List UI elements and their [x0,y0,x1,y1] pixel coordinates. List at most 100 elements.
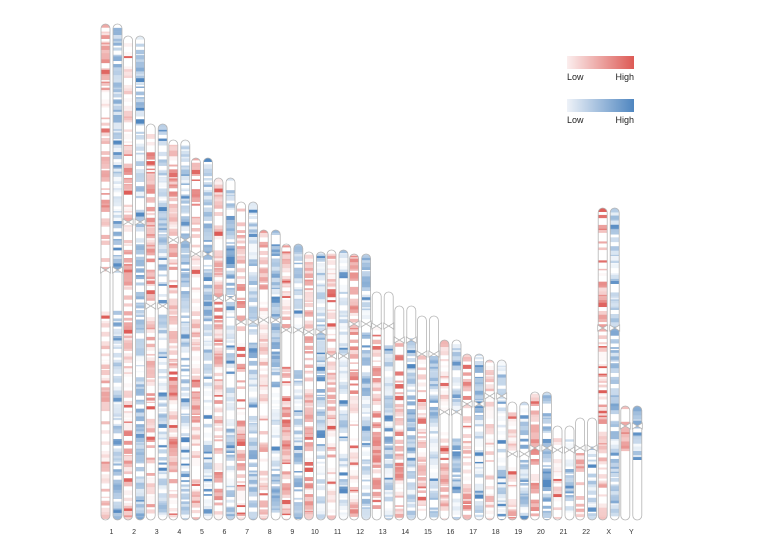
chromosome-pair-16: 16 [439,339,462,536]
centromere-9-red [280,326,292,334]
chromosome-Y-blue-track [632,406,642,520]
chromosome-13-blue-outline [383,291,394,521]
chromosome-10-blue-track [316,252,326,520]
chromosome-16-blue-track [452,340,461,520]
centromere-18-red [484,392,496,400]
chromosome-9-blue-outline [293,243,304,521]
chromosome-5-blue-outline [203,157,213,521]
chromosome-pair-3: 3 [145,123,169,536]
chromosome-1-blue-track [113,24,122,520]
legend-blue-track: Low High [567,99,634,125]
chromosome-label-17: 17 [469,529,477,536]
centromere-3-blue [157,302,169,310]
chromosome-20-blue-outline [542,391,552,521]
centromere-16-red [439,408,450,416]
chromosome-19-red-outline [507,401,518,521]
chromosome-pair-1: 1 [100,23,123,536]
chromosome-20-red-track [530,392,540,520]
legend-red-track: Low High [567,56,634,82]
chromosome-6-blue-outline [225,177,236,521]
chromosome-label-7: 7 [245,529,249,536]
chromosome-label-22: 22 [582,529,590,536]
chromosome-15-blue-track [429,316,439,520]
chromosome-X-red-outline [597,207,608,521]
chromosome-pair-5: 5 [190,157,214,536]
chromosome-5-red-track [191,158,201,520]
centromere-20-red [529,444,541,452]
chromosome-14-blue-track [406,306,416,520]
chromosome-12-blue-outline [361,253,371,521]
centromere-18-blue [496,392,508,400]
chromosome-label-21: 21 [560,529,568,536]
chromosome-pair-20: 20 [529,391,553,536]
chromosome-Y-blue-outline [632,405,643,521]
legend-red-high-label: High [615,72,634,82]
chromosome-pair-19: 19 [506,401,530,536]
chromosome-12-red-outline [349,253,359,521]
chromosome-8-red-track [259,230,269,520]
chromosome-label-5: 5 [200,529,204,536]
centromere-14-red [393,336,405,344]
chromosome-15-red-outline [417,315,427,521]
chromosome-X-blue-outline [609,207,620,521]
chromosome-pair-7: 7 [235,201,259,536]
centromere-Y-red [619,422,631,430]
chromosome-label-15: 15 [424,529,432,536]
chromosome-pair-9: 9 [280,243,304,536]
centromere-21-red [552,446,563,454]
centromere-5-blue [202,250,214,258]
chromosome-21-blue-track [565,426,574,520]
centromere-10-blue [315,328,327,336]
chromosome-4-blue-outline [180,139,191,521]
chromosome-3-red-track [146,124,156,520]
chromosome-label-4: 4 [177,529,181,536]
chromosome-label-6: 6 [223,529,227,536]
chromosome-pair-11: 11 [326,249,349,536]
centromere-15-blue [428,350,440,358]
chromosome-17-red-track [462,354,472,520]
centromere-12-blue [360,320,372,328]
centromere-7-blue [247,318,259,326]
chromosome-3-blue-track [158,124,168,520]
centromere-20-blue [541,444,553,452]
chromosome-pair-10: 10 [303,251,327,536]
chromosome-label-1: 1 [110,529,114,536]
centromere-17-blue [473,400,485,408]
chromosome-20-red-outline [530,391,540,521]
chromosome-14-red-outline [394,305,405,521]
centromere-6-blue [225,294,236,302]
chromosome-13-blue-track [384,292,394,520]
chromosome-Y-red-outline [620,405,631,521]
centromere-X-red [597,324,609,332]
chromosome-label-3: 3 [155,529,159,536]
chromosome-10-red-outline [304,251,314,521]
chromosome-label-8: 8 [268,529,272,536]
chromosome-pair-Y: Y [619,405,643,536]
chromosome-X-blue-track [610,208,620,520]
chromosome-7-red-outline [236,201,246,521]
chromosome-label-18: 18 [492,529,500,536]
centromere-16-blue [451,408,462,416]
chromosome-label-X: X [606,529,611,536]
chromosome-17-blue-track [474,354,484,520]
legend-red-gradient [567,56,634,69]
chromosome-pair-6: 6 [213,177,236,536]
legend-blue-gradient [567,99,634,112]
centromere-5-red [190,250,202,258]
chromosome-21-red-outline [552,425,563,521]
chromosome-7-blue-outline [248,201,258,521]
chromosome-label-9: 9 [290,529,294,536]
chromosome-20-blue-track [542,392,552,520]
chromosome-19-blue-outline [519,401,530,521]
chromosome-label-Y: Y [629,529,634,536]
chromosome-7-blue-track [248,202,258,520]
chromosome-14-red-track [394,306,404,520]
chromosome-16-red-track [440,340,449,520]
chromosome-8-blue-track [271,230,281,520]
chromosome-18-blue-track [497,360,507,520]
chromosome-19-blue-track [519,402,529,520]
chromosome-8-red-outline [258,229,269,521]
centromere-17-red [461,400,473,408]
centromere-7-red [235,318,247,326]
chromosome-13-red-outline [371,291,382,521]
